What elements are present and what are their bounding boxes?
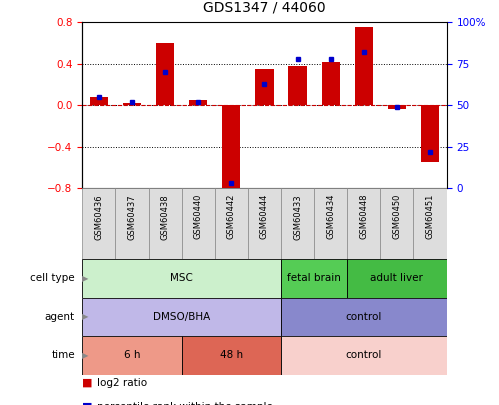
Text: GSM60440: GSM60440	[194, 194, 203, 239]
Bar	[288, 66, 307, 105]
Text: log2 ratio: log2 ratio	[97, 378, 147, 388]
Bar	[314, 188, 347, 259]
Bar	[248, 188, 281, 259]
Bar	[281, 259, 347, 298]
Bar	[355, 28, 373, 105]
Bar	[82, 298, 281, 336]
Text: ■: ■	[82, 402, 93, 405]
Bar	[222, 105, 241, 190]
Text: GSM60437: GSM60437	[128, 194, 137, 240]
Text: GSM60442: GSM60442	[227, 194, 236, 239]
Text: GSM60450: GSM60450	[392, 194, 401, 239]
Bar	[388, 105, 406, 109]
Text: 6 h: 6 h	[124, 350, 140, 360]
Bar	[90, 97, 108, 105]
Bar	[380, 188, 414, 259]
Text: control: control	[346, 350, 382, 360]
Text: adult liver: adult liver	[370, 273, 423, 283]
Bar	[156, 43, 174, 105]
Bar	[281, 336, 447, 375]
Bar	[82, 188, 115, 259]
Text: MSC: MSC	[170, 273, 193, 283]
Bar	[347, 188, 380, 259]
Text: GSM60448: GSM60448	[359, 194, 368, 239]
Text: DMSO/BHA: DMSO/BHA	[153, 312, 210, 322]
Text: 48 h: 48 h	[220, 350, 243, 360]
Text: fetal brain: fetal brain	[287, 273, 341, 283]
Text: cell type: cell type	[30, 273, 75, 283]
Text: ■: ■	[82, 378, 93, 388]
Bar	[255, 69, 273, 105]
Bar	[189, 100, 208, 105]
Bar	[115, 188, 149, 259]
Text: GSM60444: GSM60444	[260, 194, 269, 239]
Bar	[149, 188, 182, 259]
Text: GSM60434: GSM60434	[326, 194, 335, 239]
Text: agent: agent	[45, 312, 75, 322]
Text: GSM60438: GSM60438	[161, 194, 170, 240]
Bar	[82, 336, 182, 375]
Bar	[215, 188, 248, 259]
Bar	[281, 298, 447, 336]
Bar	[281, 188, 314, 259]
Text: ▶: ▶	[82, 351, 89, 360]
Text: percentile rank within the sample: percentile rank within the sample	[97, 402, 273, 405]
Bar	[321, 62, 340, 105]
Text: GSM60451: GSM60451	[426, 194, 435, 239]
Bar	[123, 103, 141, 105]
Bar	[347, 259, 447, 298]
Text: GSM60436: GSM60436	[94, 194, 103, 240]
Text: ▶: ▶	[82, 312, 89, 322]
Bar	[182, 336, 281, 375]
Bar	[414, 188, 447, 259]
Bar	[82, 259, 281, 298]
Text: GSM60433: GSM60433	[293, 194, 302, 240]
Text: ▶: ▶	[82, 274, 89, 283]
Text: GDS1347 / 44060: GDS1347 / 44060	[203, 0, 326, 14]
Text: time: time	[51, 350, 75, 360]
Bar	[182, 188, 215, 259]
Text: control: control	[346, 312, 382, 322]
Bar	[421, 105, 439, 162]
